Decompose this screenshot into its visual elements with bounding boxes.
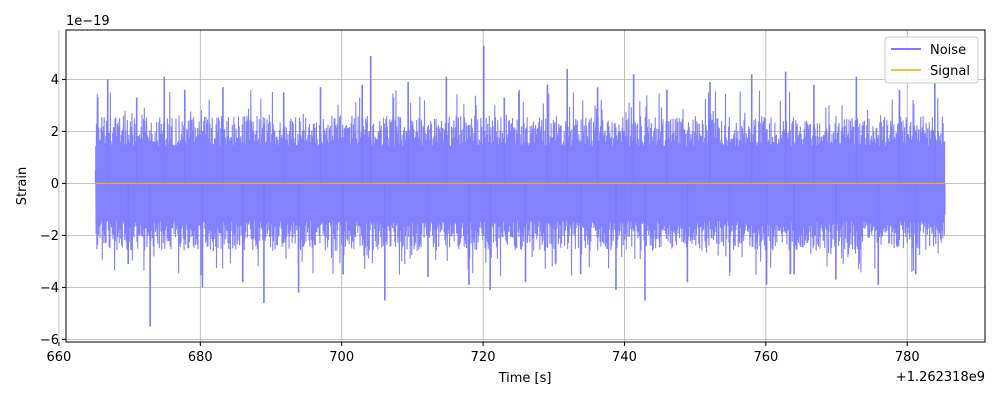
axes-frame bbox=[65, 29, 986, 343]
y-tick-label: −2 bbox=[40, 229, 59, 244]
noise-trace bbox=[95, 89, 946, 277]
y-tick-label: 2 bbox=[51, 125, 59, 140]
y-tick-label: −4 bbox=[40, 281, 59, 296]
x-tick-label: 720 bbox=[471, 350, 496, 365]
x-tick-label: 660 bbox=[47, 350, 72, 365]
y-axis: −6 −4 −2 0 2 4 bbox=[40, 73, 66, 348]
x-tick-label: 700 bbox=[329, 350, 354, 365]
x-tick-label: 680 bbox=[188, 350, 213, 365]
x-tick-label: 780 bbox=[895, 350, 920, 365]
legend: Noise Signal bbox=[884, 36, 979, 84]
legend-signal-label: Signal bbox=[930, 64, 970, 79]
legend-noise-label: Noise bbox=[930, 43, 966, 58]
plot-area bbox=[94, 45, 946, 327]
y-tick-label: 4 bbox=[51, 73, 59, 88]
x-tick-label: 740 bbox=[612, 350, 637, 365]
y-scale-label: 1e−19 bbox=[66, 14, 110, 29]
x-axis: 660 680 700 720 740 760 780 bbox=[47, 342, 920, 365]
y-tick-label: −6 bbox=[40, 333, 59, 348]
y-axis-label: Strain bbox=[15, 167, 30, 206]
x-tick-label: 760 bbox=[753, 350, 778, 365]
x-offset-label: +1.262318e9 bbox=[896, 370, 985, 385]
y-tick-label: 0 bbox=[51, 177, 59, 192]
x-axis-label: Time [s] bbox=[498, 371, 552, 386]
